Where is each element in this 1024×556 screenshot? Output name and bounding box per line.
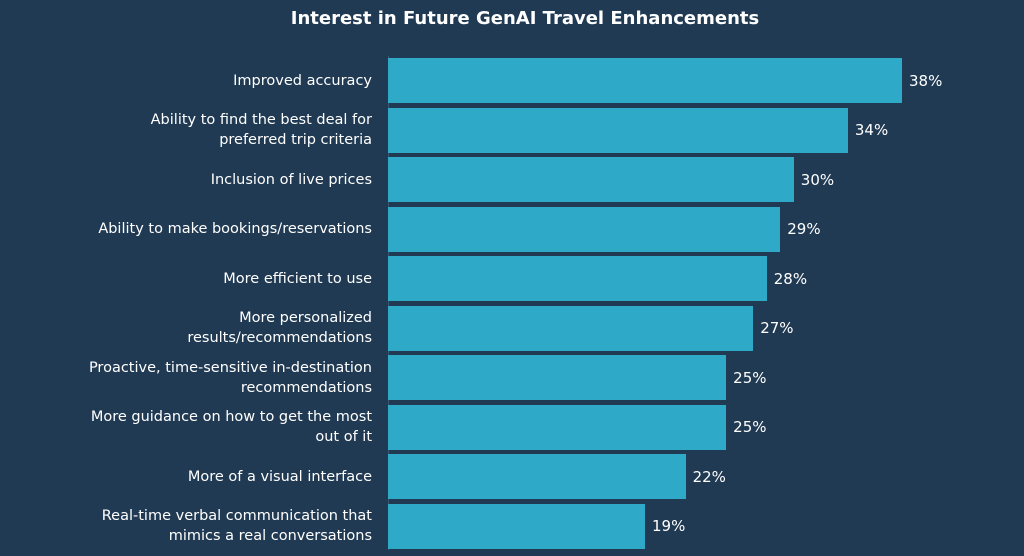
bar: [388, 107, 848, 153]
bar: [388, 404, 727, 450]
category-label: More personalized results/recommendation…: [187, 310, 372, 346]
value-label: 34%: [854, 121, 889, 139]
value-label: 38%: [909, 71, 943, 90]
value-label: 27%: [760, 319, 794, 337]
bar: [388, 454, 686, 499]
category-label: Ability to find the best deal for prefer…: [150, 112, 372, 148]
bar: [388, 58, 902, 103]
category-label: More guidance on how to get the most out…: [90, 409, 372, 445]
bar: [388, 305, 754, 351]
axis-line: [388, 56, 389, 550]
chart-title: Interest in Future GenAI Travel Enhancem…: [290, 8, 760, 29]
value-label: 19%: [652, 517, 686, 535]
value-label: 29%: [787, 220, 821, 238]
category-label: Ability to make bookings/reservations: [98, 221, 372, 237]
category-label: More of a visual interface: [187, 468, 372, 485]
category-label: Proactive, time-sensitive in-destination…: [88, 359, 372, 396]
value-label: 30%: [800, 170, 835, 189]
category-label: Real-time verbal communication that mimi…: [101, 508, 372, 544]
value-label: 25%: [733, 368, 767, 387]
bar: [388, 355, 727, 400]
bar: [388, 503, 645, 549]
category-label: Inclusion of live prices: [210, 171, 372, 188]
bar: [388, 157, 794, 202]
value-label: 25%: [733, 418, 767, 436]
value-label: 22%: [692, 467, 726, 486]
category-label: Improved accuracy: [233, 72, 372, 89]
bar: [388, 256, 767, 301]
value-label: 28%: [773, 269, 808, 288]
category-label: More efficient to use: [223, 270, 372, 287]
bar: [388, 206, 781, 252]
